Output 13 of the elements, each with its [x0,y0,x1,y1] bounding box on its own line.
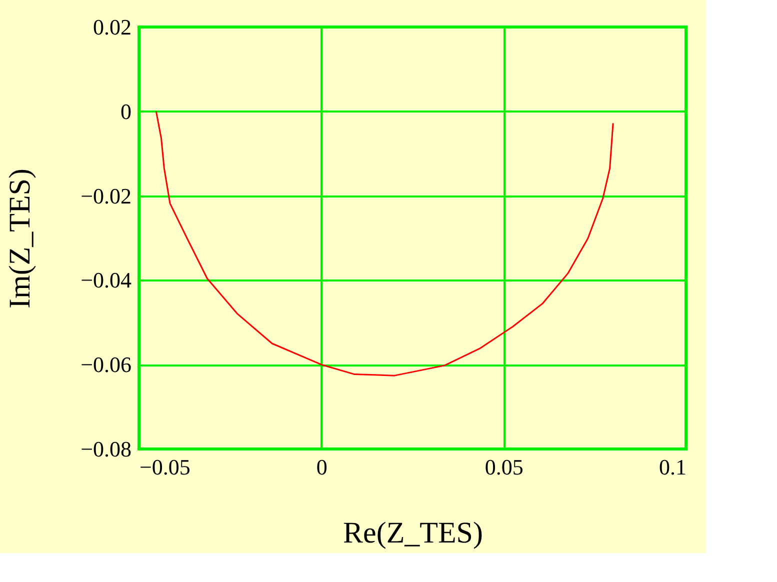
y-tick-label: −0.06 [80,352,132,378]
line-series [155,110,614,376]
x-axis-title: Re(Z_TES) [343,516,483,550]
x-tick-label: 0 [316,454,328,480]
y-tick-label: −0.08 [80,436,132,462]
y-tick-label: −0.02 [80,183,132,208]
y-tick-label: 0.02 [93,14,132,40]
y-tick-label: −0.04 [80,268,132,293]
x-tick-label: 0.05 [484,454,524,480]
y-tick-label: 0 [120,98,132,124]
y-axis-title: Im(Z_TES) [4,168,37,308]
x-tick-label: −0.05 [140,454,190,480]
x-tick-label: 0.1 [659,454,686,480]
